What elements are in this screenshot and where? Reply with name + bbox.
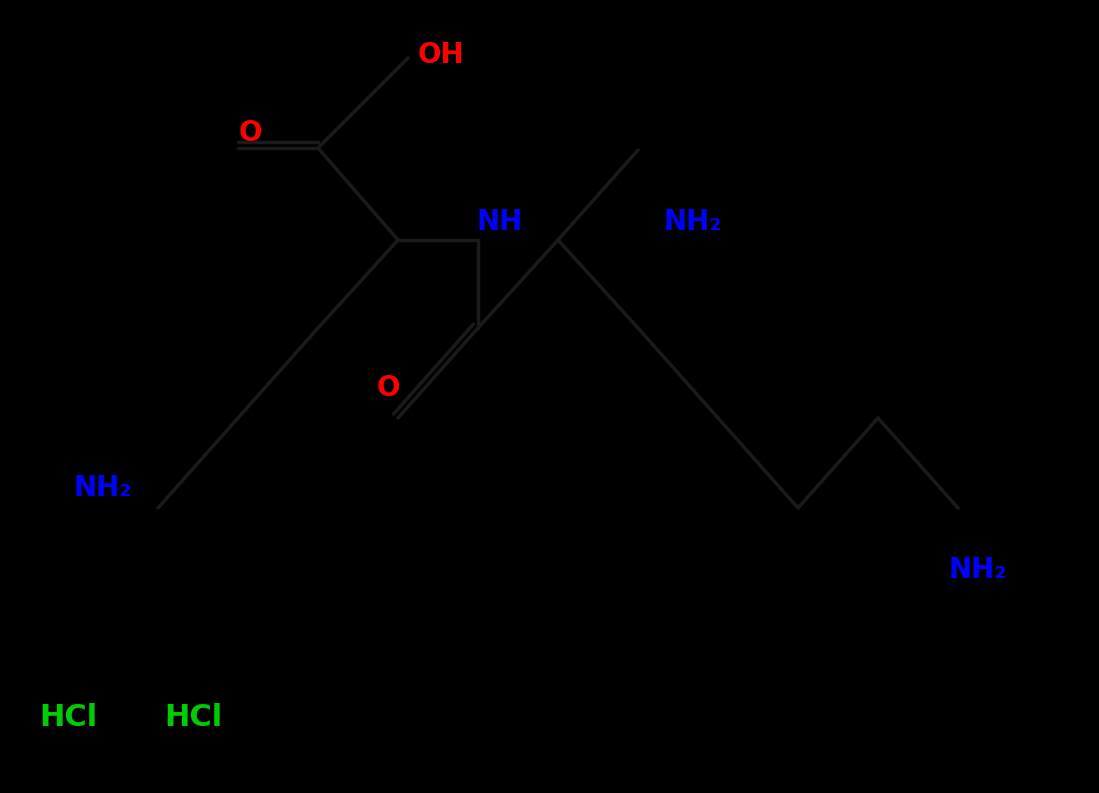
Text: HCl: HCl [38,703,97,733]
Text: NH₂: NH₂ [948,556,1007,584]
Text: NH: NH [477,208,523,236]
Text: O: O [376,374,400,402]
Text: OH: OH [418,41,465,69]
Text: O: O [238,119,262,147]
Text: NH₂: NH₂ [74,474,132,502]
Text: HCl: HCl [164,703,222,733]
Text: NH₂: NH₂ [664,208,722,236]
